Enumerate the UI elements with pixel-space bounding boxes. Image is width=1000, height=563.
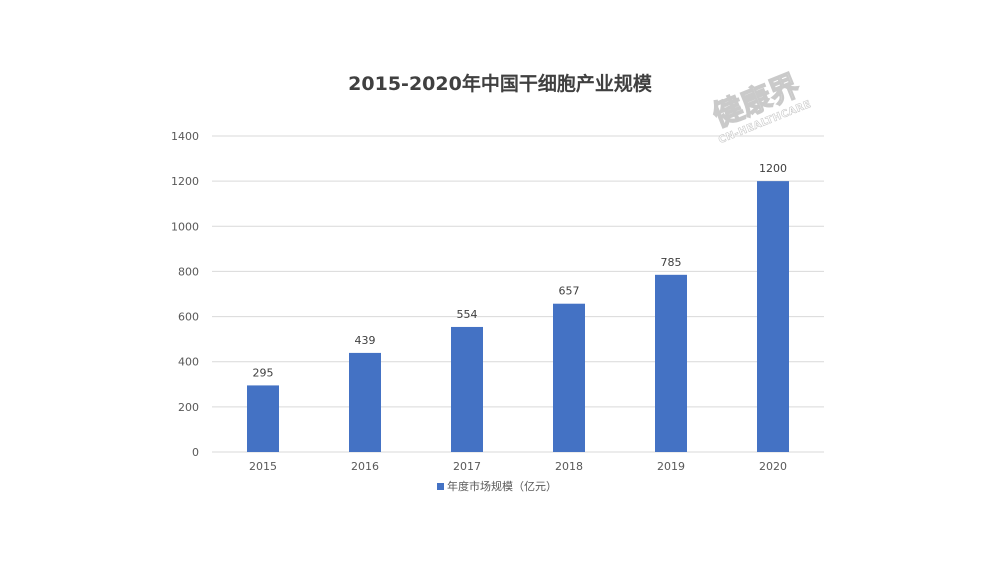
- legend-swatch: [437, 483, 444, 490]
- x-tick-label: 2015: [249, 460, 277, 473]
- bar: [757, 181, 789, 452]
- bar: [451, 326, 483, 452]
- y-tick-label: 1000: [171, 220, 199, 233]
- x-axis-tick-labels: 2015 2016 2017 2018 2019 2020: [249, 460, 787, 473]
- y-tick-label: 0: [192, 446, 199, 459]
- y-tick-label: 200: [178, 401, 199, 414]
- data-label: 1200: [759, 162, 787, 175]
- bar: [655, 274, 687, 452]
- y-tick-label: 400: [178, 356, 199, 369]
- x-tick-label: 2020: [759, 460, 787, 473]
- x-tick-label: 2016: [351, 460, 379, 473]
- y-axis-tick-labels: 0 200 400 600 800 1000 1200 1400: [171, 130, 199, 459]
- legend: 年度市场规模（亿元）: [437, 479, 557, 493]
- x-tick-label: 2019: [657, 460, 685, 473]
- data-label: 439: [355, 334, 376, 347]
- data-labels: 295 439 554 657 785 1200: [253, 162, 788, 379]
- bar: [553, 303, 585, 452]
- y-tick-label: 1400: [171, 130, 199, 143]
- bar: [349, 352, 381, 452]
- data-label: 657: [559, 285, 580, 298]
- legend-label: 年度市场规模（亿元）: [447, 479, 557, 493]
- bars: [247, 181, 789, 452]
- chart-title: 2015-2020年中国干细胞产业规模: [348, 72, 653, 95]
- x-tick-label: 2017: [453, 460, 481, 473]
- bar: [247, 385, 279, 452]
- y-tick-label: 800: [178, 265, 199, 278]
- y-tick-label: 600: [178, 311, 199, 324]
- y-tick-label: 1200: [171, 175, 199, 188]
- data-label: 785: [661, 256, 682, 269]
- watermark: 健康界 CN-HEALTHCARE: [708, 68, 814, 147]
- data-label: 295: [253, 366, 274, 379]
- x-tick-label: 2018: [555, 460, 583, 473]
- data-label: 554: [457, 308, 478, 321]
- gridlines: [212, 135, 824, 453]
